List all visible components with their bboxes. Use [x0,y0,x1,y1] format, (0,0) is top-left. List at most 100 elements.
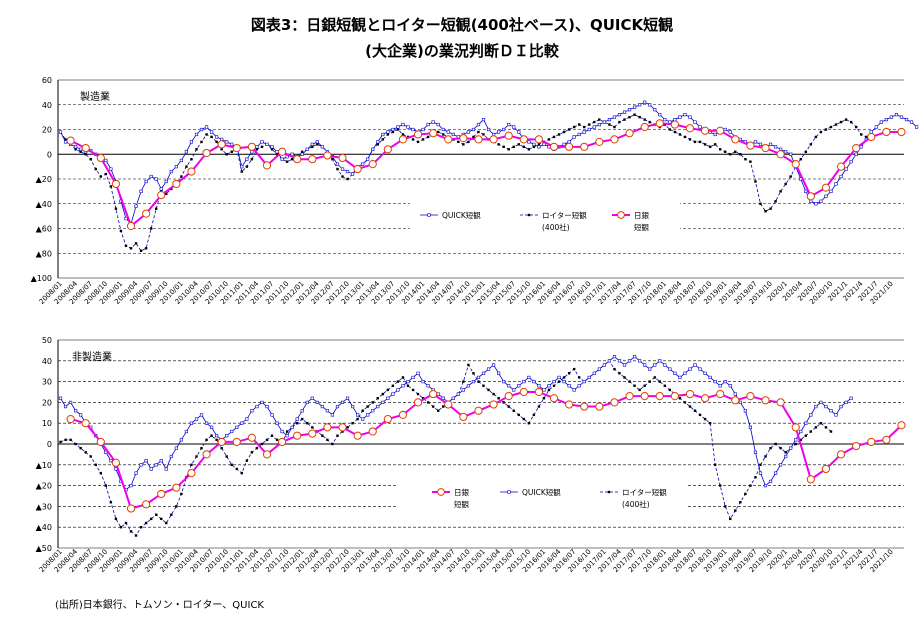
data-point-reuters [754,476,757,479]
data-point-reuters [89,158,92,161]
y-tick-label: 40 [42,101,52,110]
data-point-reuters [784,451,787,454]
data-point-reuters [421,397,425,400]
data-point-reuters [391,130,395,134]
data-point-quick [597,122,601,127]
data-point-quick [602,120,606,124]
data-point-quick [164,467,168,471]
data-point-reuters [487,388,490,392]
data-point-quick [476,122,481,127]
data-point-reuters [713,143,717,146]
manufacturing-chart: 6040200▲20▲40▲60▲80▲1002008/012008/04200… [31,76,919,306]
data-point-reuters [804,434,808,437]
data-point-tankan [700,126,710,135]
data-point-tankan [353,431,362,440]
data-point-tankan [111,179,121,189]
data-point-quick [426,384,430,388]
data-point-reuters [865,135,868,139]
legend-marker-reuters [607,490,611,494]
data-point-quick [209,130,214,134]
data-point-quick [310,142,314,146]
data-point-tankan [549,142,559,151]
data-point-reuters [341,175,344,178]
data-point-tankan [882,127,891,137]
data-point-quick [622,363,627,367]
data-point-reuters [829,430,833,433]
data-point-quick [814,404,818,409]
data-point-reuters [205,133,208,136]
data-point-quick [104,158,108,163]
data-point-reuters [628,380,631,383]
data-point-reuters [195,455,198,458]
data-point-quick [909,120,914,124]
data-point-reuters [663,384,667,387]
data-point-tankan [368,427,377,436]
data-point-quick [320,145,324,149]
data-point-reuters [718,148,722,151]
data-point-reuters [129,530,133,533]
data-point-reuters [809,143,813,146]
data-point-quick [502,379,506,384]
y-tick-label: ▲40 [36,200,52,209]
data-point-quick [728,384,732,388]
data-point-reuters [749,160,752,163]
data-point-quick [517,384,521,388]
data-point-quick [159,187,163,191]
data-point-tankan [670,120,679,129]
legend-marker-quick [427,213,431,217]
data-point-reuters [512,409,515,412]
data-point-reuters [547,138,551,141]
data-point-reuters [774,442,777,446]
data-point-reuters [784,182,787,186]
data-point-reuters [240,471,244,475]
data-point-quick [169,454,173,459]
data-point-reuters [84,451,87,454]
data-point-reuters [724,150,727,153]
data-point-reuters [59,440,62,444]
data-point-tankan [398,135,408,144]
data-point-quick [814,202,818,206]
data-point-tankan [519,135,528,144]
data-point-quick [577,132,581,137]
data-point-quick [612,115,617,119]
data-point-reuters [336,434,339,437]
data-point-tankan [821,464,831,474]
data-point-quick [773,145,778,149]
data-point-tankan [172,483,181,492]
data-point-quick [481,117,486,122]
data-point-quick [779,463,783,467]
data-point-reuters [336,167,339,171]
data-point-reuters [215,140,218,144]
data-point-quick [376,404,380,409]
data-point-quick [471,379,476,384]
data-point-quick [345,169,350,174]
data-point-quick [728,130,732,134]
data-point-quick [245,157,249,161]
data-point-quick [768,479,773,484]
data-point-reuters [583,125,586,129]
data-point-reuters [326,438,329,442]
data-point-reuters [462,380,465,383]
legend-label-tankan: 日銀 [634,211,649,220]
data-point-reuters [648,380,651,383]
data-point-tankan [187,167,196,176]
data-point-quick [189,140,194,144]
data-point-quick [466,130,471,134]
data-point-quick [683,113,687,117]
data-point-reuters [205,438,208,442]
data-point-reuters [844,118,848,121]
data-point-quick [789,446,793,450]
data-point-tankan [489,400,498,409]
data-point-quick [250,409,254,413]
data-point-tankan [610,135,619,144]
data-point-quick [804,189,808,193]
data-point-reuters [165,192,168,196]
data-point-reuters [94,167,97,171]
data-point-quick [824,194,828,198]
data-point-quick [663,117,667,122]
data-point-reuters [331,442,334,446]
data-point-reuters [180,175,183,178]
data-point-quick [335,162,340,166]
data-point-quick [63,404,68,409]
data-point-quick [491,363,496,367]
